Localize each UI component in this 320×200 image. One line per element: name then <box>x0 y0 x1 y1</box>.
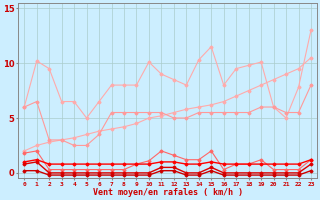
X-axis label: Vent moyen/en rafales ( km/h ): Vent moyen/en rafales ( km/h ) <box>92 188 243 197</box>
